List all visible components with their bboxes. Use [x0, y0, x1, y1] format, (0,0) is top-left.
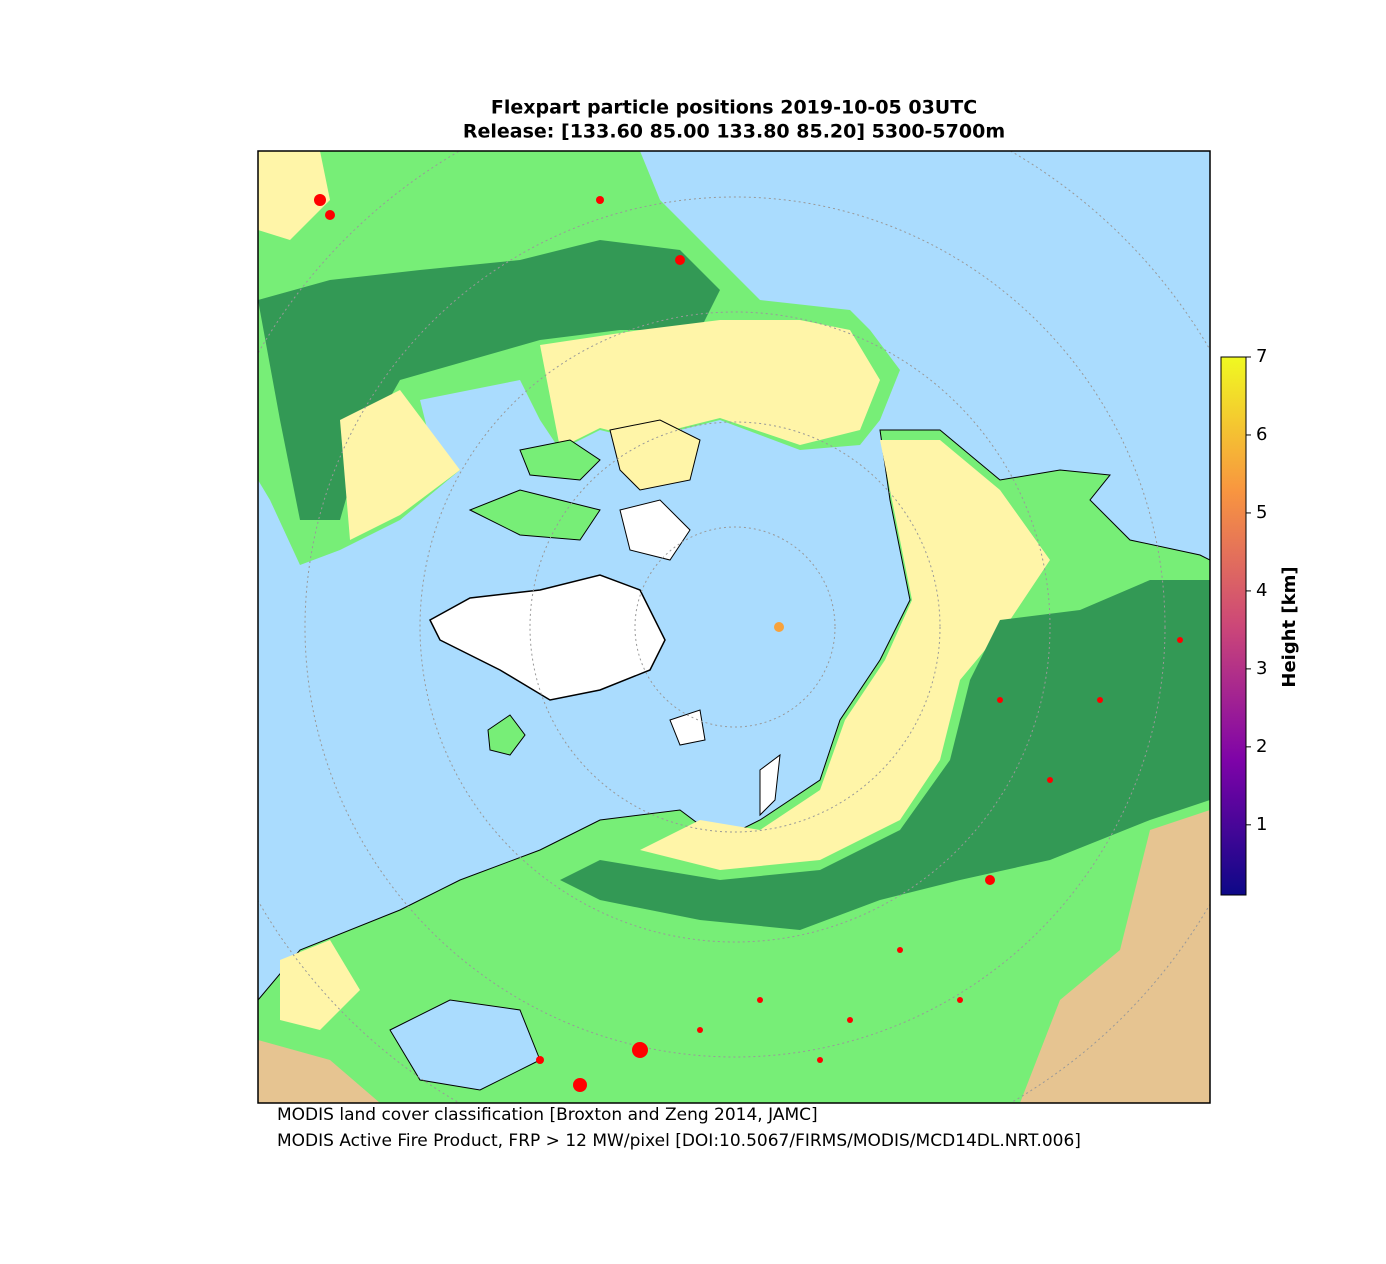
tundra: [640, 440, 1050, 870]
fire-points: [314, 194, 1183, 1092]
particles: [774, 622, 784, 632]
tundra: [540, 320, 880, 448]
graticule: [529, 421, 941, 833]
note: MODIS land cover classification [Broxton…: [277, 1105, 818, 1125]
note: MODIS Active Fire Product, FRP > 12 MW/p…: [277, 1131, 1081, 1151]
desert: [1020, 810, 1210, 1103]
colorbar-tick-label: 6: [1256, 424, 1267, 445]
forest: [258, 240, 720, 520]
colorbar-ticks: 1 2 3 4 5 6 7: [1246, 346, 1267, 835]
graticule: [419, 311, 1051, 943]
title-line: Release: [133.60 85.00 133.80 85.20] 530…: [463, 121, 1005, 143]
colorbar-tick-label: 7: [1256, 346, 1267, 367]
tundra: [258, 151, 330, 240]
island: [619, 499, 691, 561]
map-frame: [257, 150, 1211, 1104]
colorbar-tick-label: 1: [1256, 814, 1267, 835]
colorbar-tick-label: 5: [1256, 502, 1267, 523]
graticule: [304, 196, 1166, 1058]
island: [759, 753, 781, 817]
colorbar-tick-label: 4: [1256, 580, 1267, 601]
tundra: [340, 390, 460, 540]
colorbar-tick-label: 3: [1256, 658, 1267, 679]
island: [468, 489, 601, 541]
particle: [774, 622, 784, 632]
colorbar-label: Height [km]: [1279, 566, 1300, 687]
colorbar: [1220, 356, 1247, 896]
island: [609, 419, 701, 491]
desert: [258, 1040, 380, 1103]
island: [487, 714, 526, 756]
colorbar-tick-label: 2: [1256, 736, 1267, 757]
title-line: Flexpart particle positions 2019-10-05 0…: [491, 97, 977, 119]
greenland: [429, 574, 666, 701]
tundra: [280, 940, 360, 1030]
graticule: [634, 526, 836, 728]
island: [519, 439, 601, 481]
map: [258, 151, 1210, 1103]
